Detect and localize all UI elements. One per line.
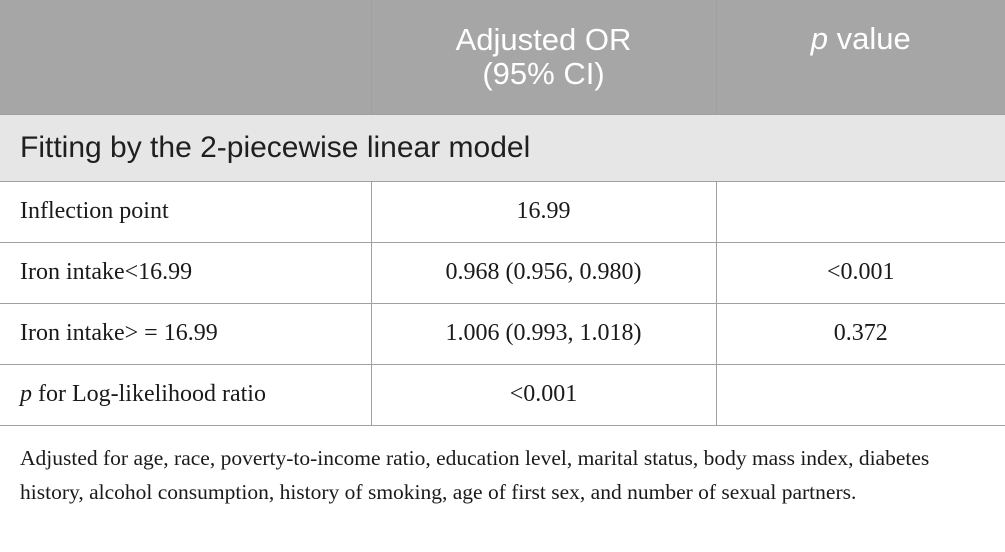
header-row: Adjusted OR (95% CI) p value	[0, 0, 1005, 115]
header-adjusted-or-line2: (95% CI)	[482, 55, 605, 91]
row-p-value	[715, 180, 1005, 243]
row-label: Iron intake> = 16.99	[0, 302, 372, 365]
row-label: p for Log-likelihood ratio	[0, 363, 372, 426]
row-or-value: 16.99	[370, 180, 717, 243]
row-label-italic: p	[20, 381, 32, 407]
row-label-text: Iron intake<16.99	[20, 259, 193, 285]
row-label-text: Iron intake> = 16.99	[20, 320, 218, 346]
section-row: Fitting by the 2-piecewise linear model	[0, 113, 1005, 182]
header-p-rest: value	[828, 21, 911, 56]
header-p-italic: p	[810, 21, 828, 56]
row-label-text: for Log-likelihood ratio	[32, 381, 266, 407]
row-or-value: <0.001	[370, 363, 717, 426]
row-p-value	[715, 363, 1005, 426]
header-adjusted-or-line1: Adjusted OR	[455, 21, 632, 57]
header-empty-cell	[0, 0, 372, 115]
table-row: Iron intake> = 16.99 1.006 (0.993, 1.018…	[0, 302, 1005, 365]
row-or-value: 1.006 (0.993, 1.018)	[370, 302, 717, 365]
row-label: Inflection point	[0, 180, 372, 243]
table-row: Inflection point 16.99	[0, 180, 1005, 243]
row-p-value: <0.001	[715, 241, 1005, 304]
header-adjusted-or: Adjusted OR (95% CI)	[370, 0, 717, 115]
table-footnote: Adjusted for age, race, poverty-to-incom…	[20, 446, 930, 504]
row-label: Iron intake<16.99	[0, 241, 372, 304]
header-p-value: p value	[715, 0, 1005, 115]
row-label-text: Inflection point	[20, 198, 169, 224]
results-table: Adjusted OR (95% CI) p value Fitting by …	[0, 0, 1005, 426]
row-or-value: 0.968 (0.956, 0.980)	[370, 241, 717, 304]
table-row: Iron intake<16.99 0.968 (0.956, 0.980) <…	[0, 241, 1005, 304]
section-title: Fitting by the 2-piecewise linear model	[0, 113, 1005, 182]
table-row: p for Log-likelihood ratio <0.001	[0, 363, 1005, 426]
row-p-value: 0.372	[715, 302, 1005, 365]
